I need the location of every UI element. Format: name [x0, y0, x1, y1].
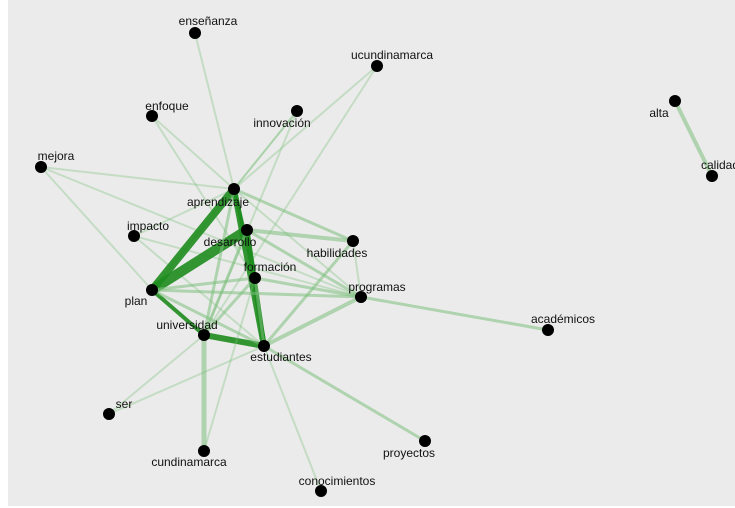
- edge: [194, 32, 235, 190]
- edge: [202, 187, 236, 337]
- node: [371, 60, 383, 72]
- node-label: formación: [244, 260, 297, 274]
- edge: [262, 344, 427, 443]
- node: [291, 105, 303, 117]
- node-label: estudiantes: [250, 350, 311, 364]
- edge: [108, 345, 265, 415]
- node-label: proyectos: [383, 446, 435, 460]
- node-label: calidad: [701, 158, 735, 172]
- node-label: académicos: [531, 312, 595, 326]
- node-label: alta: [649, 106, 669, 120]
- node: [419, 435, 431, 447]
- node-label: innovación: [253, 116, 310, 130]
- edge: [352, 240, 362, 298]
- node-label: enseñanza: [179, 14, 238, 28]
- node: [189, 27, 201, 39]
- edge: [262, 239, 355, 348]
- node: [128, 230, 140, 242]
- edge: [151, 115, 235, 190]
- edge: [201, 332, 267, 349]
- edge: [150, 288, 206, 337]
- node: [258, 340, 270, 352]
- node: [315, 485, 327, 497]
- edge: [233, 65, 378, 190]
- nodes: [35, 27, 718, 497]
- node: [35, 161, 47, 173]
- node: [103, 408, 115, 420]
- node: [146, 110, 158, 122]
- edge: [202, 276, 257, 337]
- node: [347, 235, 359, 247]
- edge: [359, 295, 550, 332]
- edge: [40, 166, 235, 190]
- node-label: plan: [125, 294, 148, 308]
- edge: [147, 225, 252, 295]
- node: [669, 95, 681, 107]
- edge: [40, 166, 153, 291]
- node: [146, 284, 158, 296]
- edge: [232, 187, 355, 243]
- node-label: enfoque: [145, 99, 189, 113]
- edge: [245, 228, 257, 280]
- panel: [8, 0, 735, 506]
- edge: [263, 345, 322, 492]
- edge: [233, 110, 298, 190]
- edge: [262, 295, 363, 348]
- node-label: universidad: [156, 318, 217, 332]
- node-label: aprendizaje: [187, 195, 249, 209]
- edge: [253, 276, 363, 299]
- edge: [108, 334, 205, 415]
- edge: [245, 228, 355, 243]
- node: [542, 324, 554, 336]
- edges: [40, 32, 714, 492]
- edge: [150, 276, 257, 292]
- node: [706, 170, 718, 182]
- node-label: cundinamarca: [151, 455, 227, 469]
- edge: [203, 277, 256, 452]
- node: [198, 445, 210, 457]
- edge: [253, 276, 266, 348]
- edge: [133, 188, 235, 237]
- node: [198, 329, 210, 341]
- node: [249, 272, 261, 284]
- node-label: impacto: [127, 219, 169, 233]
- node-label: conocimientos: [299, 474, 376, 488]
- node: [355, 291, 367, 303]
- node-label: mejora: [38, 149, 75, 163]
- node-label: desarrollo: [204, 235, 257, 249]
- node: [241, 224, 253, 236]
- edge: [203, 65, 378, 336]
- edge: [245, 228, 363, 299]
- edge: [233, 188, 362, 298]
- labels: enseñanza ucundinamarca enfoque innovación m…: [38, 14, 735, 488]
- node: [228, 183, 240, 195]
- edge: [202, 228, 249, 337]
- node-label: ucundinamarca: [351, 48, 433, 62]
- node-label: ser: [116, 397, 133, 411]
- edge: [673, 99, 714, 178]
- node-label: programas: [348, 280, 405, 294]
- node-label: habilidades: [307, 246, 368, 260]
- edge: [148, 185, 238, 294]
